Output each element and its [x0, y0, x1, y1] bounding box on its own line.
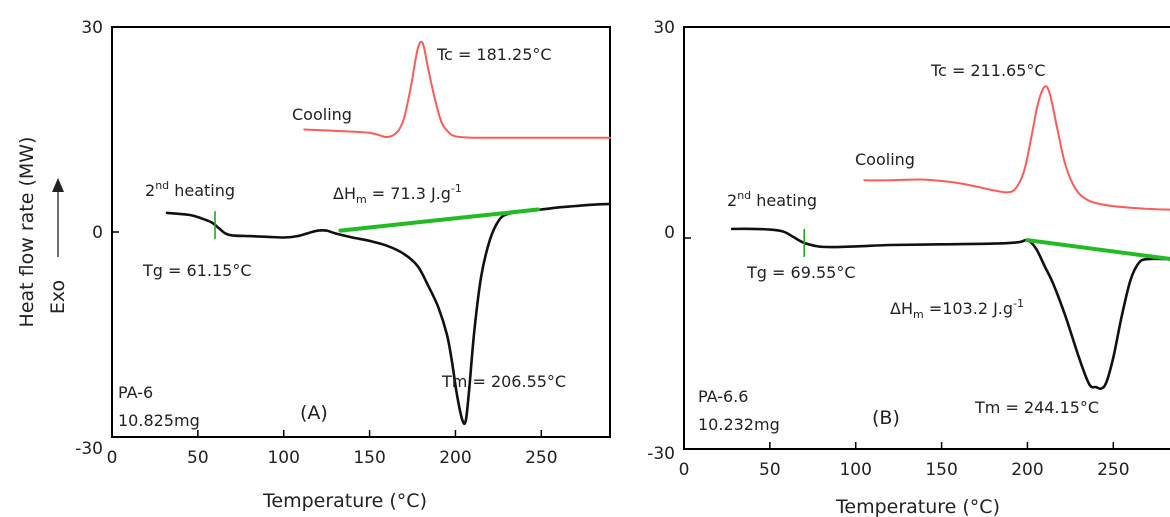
- delta-h-label: ΔHm = 71.3 J.g-1: [333, 182, 462, 206]
- panel-a: 30 0 -30 Temperature (°C) 0 50 100 150 200 25…: [75, 18, 612, 512]
- delta-h-baseline: [1025, 238, 1170, 261]
- delta-h-value: =103.2 J.g: [924, 299, 1013, 318]
- heating-number: 2: [727, 191, 737, 210]
- panel-label: (B): [872, 407, 900, 429]
- heating-text: heating: [169, 181, 235, 200]
- delta-h-symbol: ΔH: [333, 184, 356, 203]
- cooling-label: Cooling: [292, 105, 352, 124]
- x-axis-title: Temperature (°C): [262, 490, 427, 512]
- y-tick-label: 0: [92, 223, 103, 243]
- delta-h-symbol: ΔH: [890, 299, 913, 318]
- tm-label: Tm = 244.15°C: [974, 398, 1099, 417]
- tc-label: Tc = 181.25°C: [436, 45, 552, 64]
- heating-superscript: nd: [737, 189, 751, 202]
- x-tick-label: 100: [267, 448, 299, 468]
- x-axis-title: Temperature (°C): [835, 496, 1000, 517]
- y-tick-label: 0: [664, 223, 675, 243]
- mass-label: 10.825mg: [118, 411, 200, 430]
- heating-label: 2nd heating: [727, 189, 817, 210]
- panel-label: (A): [300, 402, 328, 424]
- plot-frame: [683, 26, 1170, 450]
- x-tick-label: 200: [439, 448, 471, 468]
- x-tick-label: 0: [679, 460, 690, 480]
- x-tick-label: 150: [353, 448, 385, 468]
- x-tick-label: 0: [107, 448, 118, 468]
- delta-h-value: = 71.3 J.g: [367, 184, 451, 203]
- mass-label: 10.232mg: [698, 415, 780, 434]
- tm-label: Tm = 206.55°C: [441, 372, 566, 391]
- sample-label: PA-6.6: [698, 387, 748, 406]
- cooling-curve: [303, 40, 611, 139]
- y-tick-label: -30: [647, 444, 675, 464]
- x-tick-label: 100: [839, 460, 871, 480]
- heating-number: 2: [145, 181, 155, 200]
- x-tick-label: 50: [759, 460, 781, 480]
- x-tick-label: 250: [1097, 460, 1129, 480]
- delta-h-baseline: [338, 207, 540, 233]
- delta-h-subscript: m: [913, 308, 924, 321]
- exo-indicator: Exo: [47, 178, 69, 314]
- delta-h-subscript: m: [356, 193, 367, 206]
- delta-h-label: ΔHm =103.2 J.g-1: [890, 297, 1024, 321]
- heating-superscript: nd: [155, 179, 169, 192]
- tc-label: Tc = 211.65°C: [930, 61, 1046, 80]
- heating-curve: [165, 202, 612, 426]
- delta-h-superscript: -1: [451, 182, 462, 195]
- y-axis-title: Heat flow rate (MW): [16, 137, 38, 328]
- y-tick-label: -30: [75, 439, 103, 459]
- delta-h-superscript: -1: [1013, 297, 1024, 310]
- heating-label: 2nd heating: [145, 179, 235, 200]
- y-tick-label: 30: [81, 18, 103, 38]
- x-tick-label: 250: [525, 448, 557, 468]
- y-tick-label: 30: [653, 18, 675, 38]
- cooling-curve: [863, 85, 1170, 211]
- exo-label: Exo: [47, 280, 69, 314]
- tg-label: Tg = 69.55°C: [746, 263, 855, 282]
- tg-label: Tg = 61.15°C: [142, 261, 251, 280]
- x-tick-label: 50: [187, 448, 209, 468]
- heating-text: heating: [751, 191, 817, 210]
- panel-b: 30 0 -30 Temperature (°C) 0 50 100 150 200 25…: [647, 18, 1170, 517]
- sample-label: PA-6: [118, 383, 153, 402]
- exo-arrow-icon: [52, 178, 64, 192]
- heating-curve: [730, 227, 1170, 391]
- cooling-label: Cooling: [855, 150, 915, 169]
- x-tick-label: 150: [925, 460, 957, 480]
- x-tick-label: 200: [1011, 460, 1043, 480]
